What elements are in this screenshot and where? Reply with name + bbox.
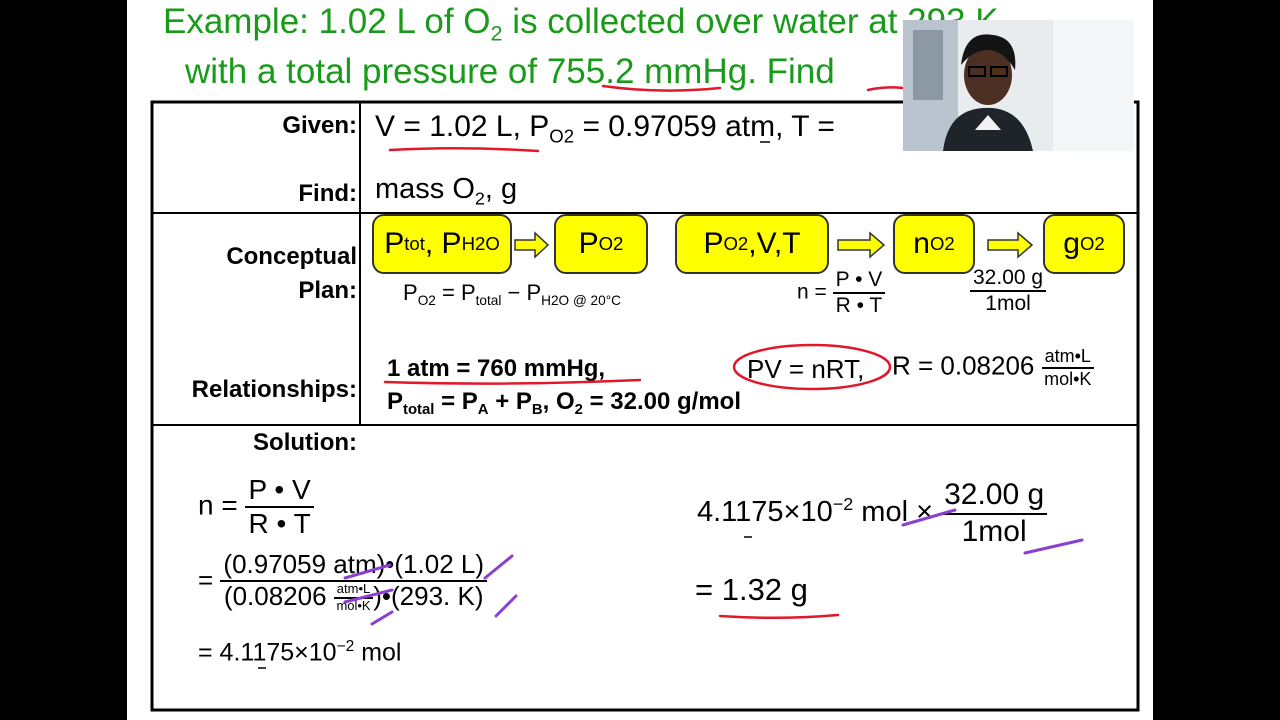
superscript: −2	[832, 494, 854, 515]
subscript: total	[403, 402, 435, 419]
row-label: Given:	[282, 112, 357, 139]
subscript: total	[475, 292, 502, 308]
text-run: , P	[424, 227, 462, 260]
denominator: (0.08206 atm•L mol•K)•(293. K)	[223, 580, 484, 614]
solution-step: = (0.97059 atm)•(1.02 L) (0.08206 atm•L mo…	[198, 549, 487, 614]
plan-step: P O2 ,V,T	[675, 214, 829, 274]
text-run: = P	[434, 388, 478, 415]
numerator: 32.00 g	[941, 478, 1048, 515]
text-run: mass O	[375, 173, 475, 205]
relationship: 1 atm = 760 mmHg,	[387, 355, 606, 382]
solution-step: = 4.1175×10−2 mol	[198, 638, 401, 667]
text-run: = P	[435, 280, 476, 305]
text-run: + P	[488, 388, 532, 415]
text-run: − P	[501, 280, 542, 305]
text-run: n	[913, 227, 930, 260]
text-run: P	[387, 388, 404, 415]
denominator-part: )•(293. K)	[373, 580, 484, 611]
subscript: O2	[929, 233, 955, 254]
denominator: 1mol	[961, 514, 1027, 548]
subscript: O2	[1079, 233, 1105, 254]
subscript: tot	[404, 233, 425, 254]
subscript: O2	[417, 292, 436, 308]
row-label: Find:	[298, 180, 357, 207]
mass-relation: 32.00 g 1mol	[970, 266, 1047, 316]
mass-step: 4.1175×10−2 mol × 32.00 g 1mol	[697, 478, 1048, 549]
formula-left: =	[198, 564, 214, 595]
gas-constant: R = 0.08206 atm•L mol•K	[892, 346, 1094, 389]
text-run: Example: 1.02 L of O	[163, 2, 491, 41]
find-value: mass O2, g	[375, 173, 517, 209]
denominator-part: (0.08206	[223, 580, 334, 611]
given-value: V = 1.02 L, PO2 = 0.97059 atm, T =	[375, 110, 835, 148]
denominator: R • T	[248, 508, 311, 540]
title-line: with a total pressure of 755.2 mmHg. Fin…	[185, 52, 835, 91]
plan-step: g O2	[1043, 214, 1125, 274]
text-run: mol ×	[853, 496, 934, 529]
subscript: 2	[490, 20, 503, 46]
row-label: Conceptual Plan:	[226, 243, 357, 304]
subscript: H2O	[461, 233, 500, 254]
denominator: R • T	[835, 294, 883, 318]
webcam-overlay	[903, 20, 1134, 151]
plan-step: n O2	[893, 214, 975, 274]
superscript: −2	[336, 638, 355, 655]
numerator: P • V	[245, 474, 314, 509]
text-run: = 0.97059 atm, T =	[574, 110, 835, 143]
subscript: B	[531, 402, 543, 419]
subscript: 2	[574, 402, 583, 419]
subscript: O2	[723, 233, 749, 254]
text-run: P	[578, 227, 599, 260]
subscript: O2	[598, 233, 624, 254]
text-run: , g	[484, 173, 518, 205]
denominator: 1mol	[985, 292, 1031, 316]
row-label: Solution:	[253, 429, 357, 456]
text-run: P	[384, 227, 405, 260]
text-run: V = 1.02 L, P	[375, 110, 550, 143]
text-run: = 32.00 g/mol	[582, 388, 742, 415]
formula-left: n =	[797, 280, 827, 304]
numerator: P • V	[832, 268, 886, 295]
text-run: P	[703, 227, 724, 260]
subscript: H2O @ 20°C	[541, 292, 622, 308]
text-run: , O	[542, 388, 575, 415]
denominator: mol•K	[1044, 368, 1092, 389]
text-run: = 4.1175×10	[198, 638, 337, 667]
formula-left: n =	[198, 489, 238, 521]
numerator: atm•L	[1041, 346, 1094, 369]
numerator: atm•L	[333, 581, 374, 600]
pressure-relation: PO2 = Ptotal − PH2O @ 20°C	[403, 280, 621, 308]
subscript: A	[477, 402, 489, 419]
relationship: Ptotal = PA + PB, O2 = 32.00 g/mol	[387, 388, 741, 418]
text-run: 4.1175×10	[697, 496, 833, 529]
text-run: P	[403, 280, 418, 305]
constant-value: R = 0.08206	[892, 350, 1035, 381]
subscript: 2	[474, 188, 485, 209]
text-run: g	[1063, 227, 1080, 260]
mass-result: = 1.32 g	[695, 572, 808, 607]
mass-start: 4.1175×10−2 mol ×	[697, 494, 934, 529]
text-run: ,V,T	[748, 227, 801, 260]
text-run: mol	[354, 638, 402, 667]
subscript: O2	[549, 125, 575, 147]
plan-step: P O2	[554, 214, 648, 274]
gas-law: PV = nRT,	[747, 354, 865, 384]
row-label: Relationships:	[191, 376, 357, 403]
numerator: 32.00 g	[970, 266, 1047, 293]
